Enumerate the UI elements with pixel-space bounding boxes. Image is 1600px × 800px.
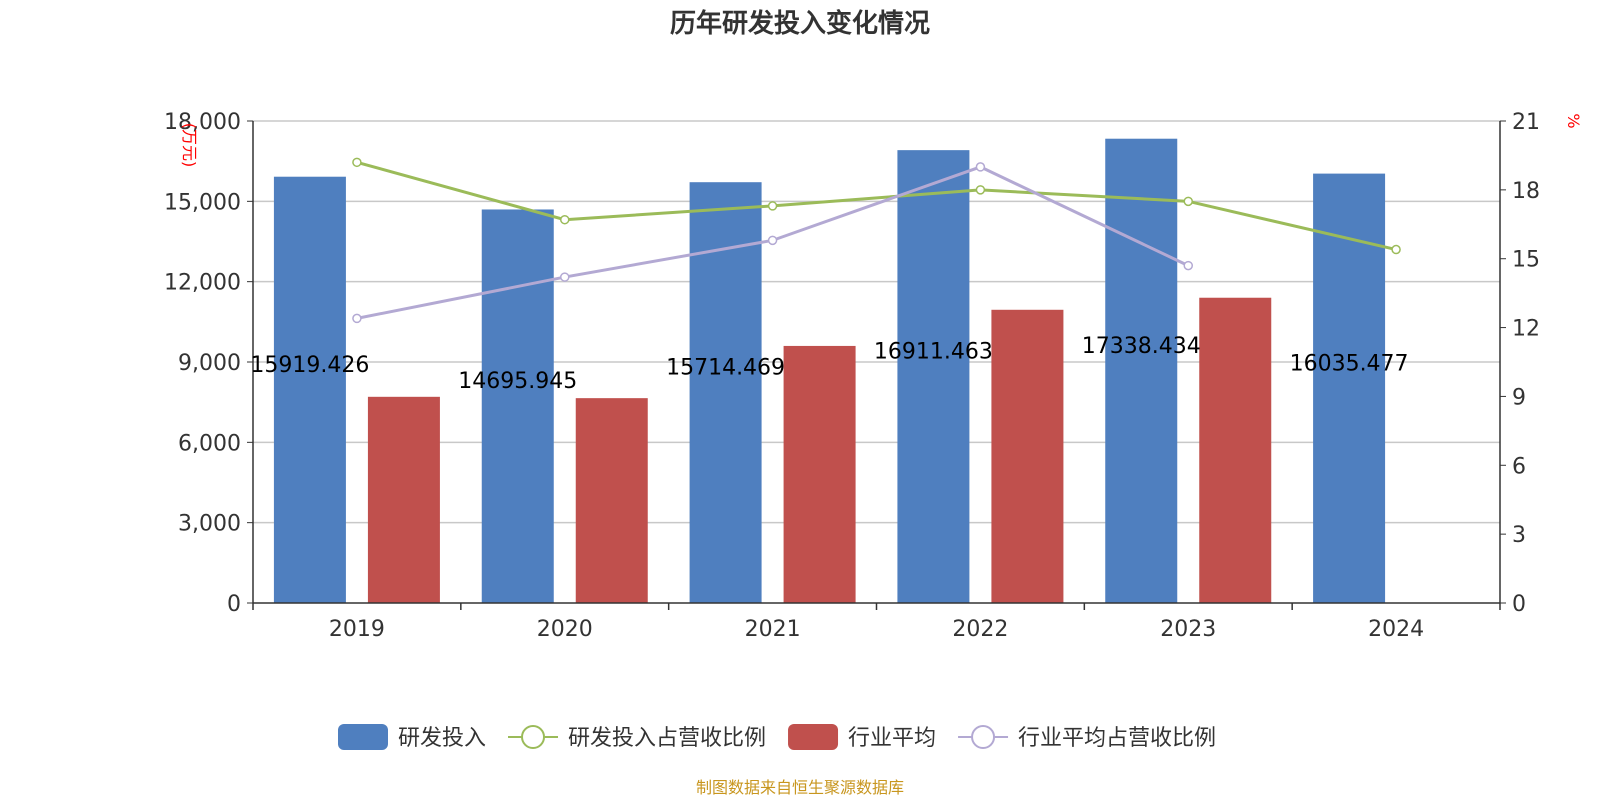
right-axis-tick-label: 3 bbox=[1512, 523, 1526, 548]
line-point bbox=[1391, 244, 1401, 255]
bar-data-label: 15714.469 bbox=[666, 356, 785, 381]
bar-研发投入 bbox=[273, 176, 346, 604]
right-axis-tick-label: 12 bbox=[1512, 317, 1540, 342]
right-axis-tick-label: 9 bbox=[1512, 385, 1526, 410]
bar-研发投入 bbox=[481, 209, 554, 603]
line-研发投入占营收比例 bbox=[356, 160, 1397, 251]
legend-label: 研发投入 bbox=[398, 726, 486, 751]
line-point bbox=[560, 214, 570, 225]
bar-data-label: 15919.426 bbox=[250, 353, 369, 378]
right-axis-tick-label: 6 bbox=[1512, 454, 1526, 479]
left-axis-unit: (万元) bbox=[180, 123, 199, 168]
right-axis-tick-label: 21 bbox=[1512, 110, 1540, 135]
bar-行业平均 bbox=[1199, 297, 1272, 603]
line-point bbox=[767, 235, 778, 246]
axes: 0 3,000 6,000 9,000 12,000 15,000 18,000 0 3 6 9 12… bbox=[164, 110, 1540, 642]
bar-研发投入 bbox=[1105, 138, 1178, 603]
bar-研发投入 bbox=[897, 150, 970, 603]
line-point bbox=[352, 157, 362, 168]
line-point bbox=[767, 201, 778, 211]
line-point bbox=[1183, 260, 1193, 271]
legend-label: 行业平均 bbox=[848, 726, 936, 751]
right-axis-tick-label: 18 bbox=[1512, 179, 1540, 204]
x-axis-tick-label: 2019 bbox=[329, 617, 385, 642]
legend-label: 研发投入占营收比例 bbox=[568, 726, 766, 751]
bar-data-label: 17338.434 bbox=[1082, 334, 1201, 359]
line-point bbox=[975, 185, 986, 195]
left-axis-tick-label: 3,000 bbox=[178, 512, 241, 537]
x-axis-tick-label: 2024 bbox=[1368, 617, 1424, 642]
legend-label: 行业平均占营收比例 bbox=[1018, 726, 1216, 751]
left-axis-tick-label: 0 bbox=[227, 592, 241, 617]
right-axis-unit: % bbox=[1564, 113, 1583, 128]
right-axis-tick-label: 0 bbox=[1512, 592, 1526, 617]
legend: 研发投入 研发投入占营收比例 行业平均 行业平均占营收比例 bbox=[338, 724, 1216, 751]
x-axis-tick-label: 2021 bbox=[745, 617, 801, 642]
right-axis-tick-label: 15 bbox=[1512, 248, 1540, 273]
left-axis-tick-label: 15,000 bbox=[164, 190, 241, 215]
line-point bbox=[1183, 196, 1193, 207]
left-axis-tick-label: 18,000 bbox=[164, 110, 241, 135]
bar-行业平均 bbox=[575, 398, 648, 603]
left-axis-tick-label: 9,000 bbox=[178, 351, 241, 376]
x-axis-tick-label: 2023 bbox=[1160, 617, 1216, 642]
legend-swatch-marker bbox=[521, 725, 546, 749]
left-axis-tick-label: 6,000 bbox=[178, 431, 241, 456]
bar-行业平均 bbox=[783, 345, 856, 603]
x-axis-tick-label: 2020 bbox=[537, 617, 593, 642]
left-axis-tick-label: 12,000 bbox=[164, 271, 241, 296]
bar-marks bbox=[273, 138, 1386, 604]
legend-swatch-bar bbox=[788, 724, 839, 750]
legend-swatch-bar bbox=[338, 724, 388, 750]
bar-data-label: 16035.477 bbox=[1290, 351, 1409, 376]
bar-data-label: 14695.945 bbox=[458, 369, 577, 394]
chart-title: 历年研发投入变化情况 bbox=[670, 8, 930, 39]
line-point bbox=[560, 272, 570, 282]
bar-行业平均 bbox=[991, 309, 1064, 603]
grid-lines bbox=[253, 120, 1500, 524]
data-labels: 15919.426 14695.945 15714.469 16911.463 1733… bbox=[250, 334, 1408, 394]
bar-data-label: 16911.463 bbox=[874, 340, 993, 365]
legend-swatch-marker bbox=[971, 725, 996, 749]
bar-行业平均 bbox=[367, 396, 440, 603]
line-point bbox=[975, 162, 986, 172]
line-point bbox=[352, 313, 362, 324]
x-axis-tick-label: 2022 bbox=[952, 617, 1008, 642]
line-marks bbox=[352, 157, 1401, 324]
source-note: 制图数据来自恒生聚源数据库 bbox=[696, 778, 904, 797]
